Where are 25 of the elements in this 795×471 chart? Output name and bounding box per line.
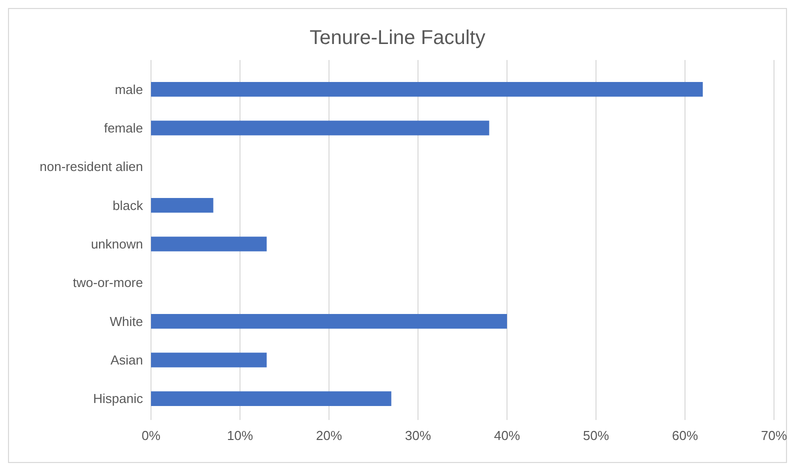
bar: [151, 198, 214, 213]
bar: [151, 82, 703, 97]
bar: [151, 352, 267, 368]
y-tick-label: non-resident alien: [40, 159, 143, 174]
x-tick-label: 0%: [142, 428, 161, 443]
y-tick-label: two-or-more: [72, 275, 143, 290]
x-tick-label: 10%: [226, 428, 254, 443]
bar: [151, 120, 490, 136]
y-tick-label: White: [110, 314, 143, 329]
y-tick-label: unknown: [90, 236, 143, 252]
y-tick-label: Asian: [110, 352, 143, 368]
x-tick-label: 70%: [760, 428, 788, 443]
y-tick-label: female: [104, 120, 143, 136]
x-tick-label: 20%: [316, 428, 342, 443]
x-tick-label: 30%: [404, 428, 432, 443]
y-tick-label: male: [114, 82, 143, 97]
y-tick-label: Hispanic: [93, 391, 144, 406]
x-tick-label: 40%: [494, 428, 520, 443]
chart-title: Tenure-Line Faculty: [310, 27, 486, 49]
x-tick-label: 50%: [582, 428, 610, 443]
x-tick-label: 60%: [672, 428, 698, 443]
y-tick-label: black: [112, 198, 144, 213]
bar: [151, 391, 392, 406]
bar: [151, 236, 267, 252]
bar: [151, 314, 507, 329]
